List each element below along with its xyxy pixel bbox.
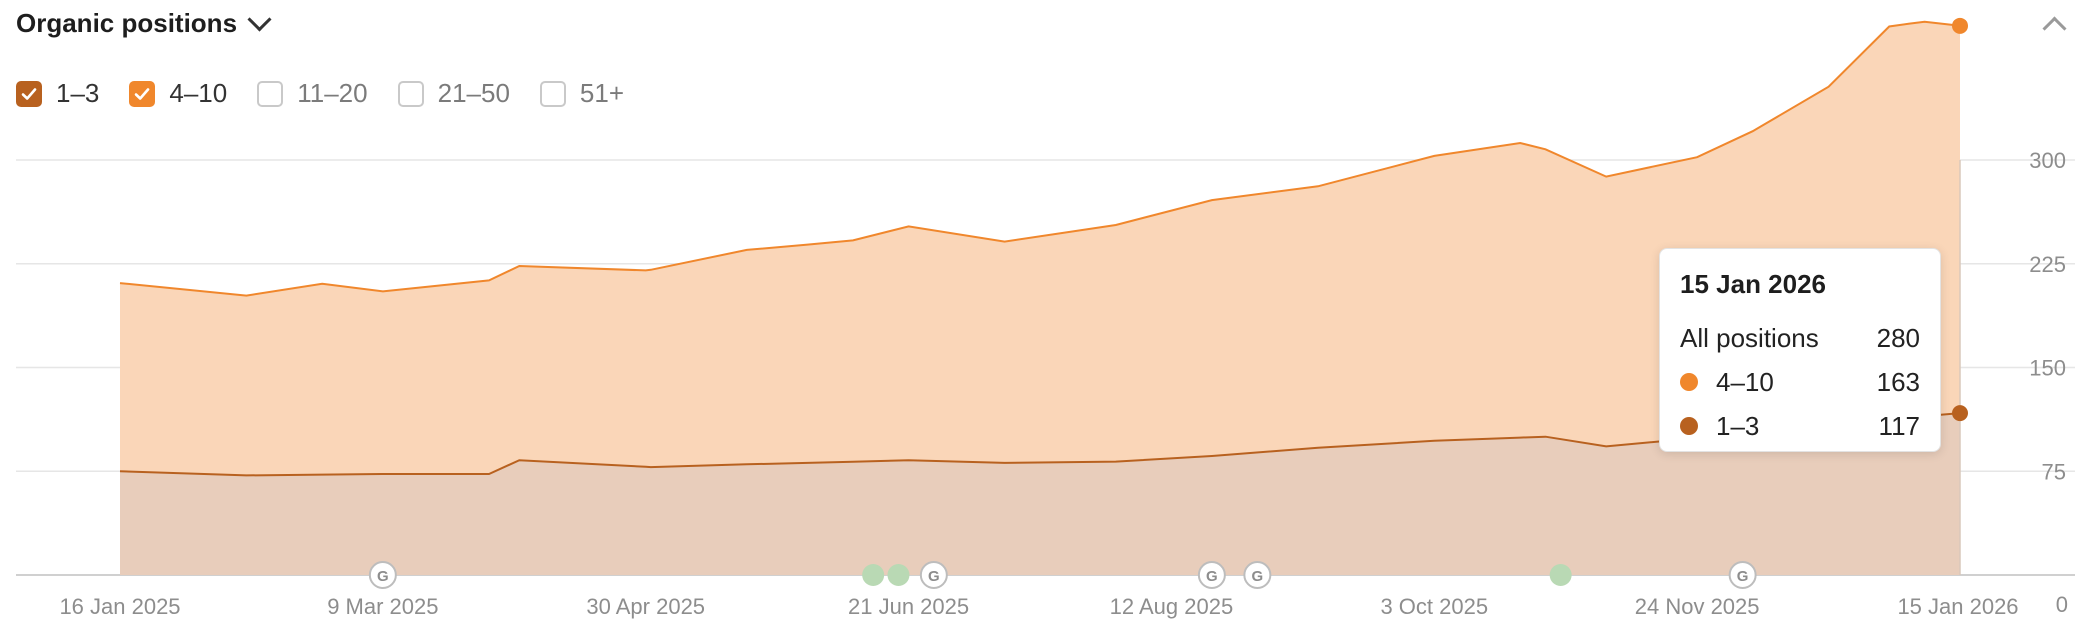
- x-tick-label: 16 Jan 2025: [59, 594, 180, 619]
- event-marker: [1549, 564, 1572, 586]
- hover-point-1-3: [1952, 405, 1968, 422]
- x-tick-label: 30 Apr 2025: [586, 594, 705, 619]
- y-tick-label: 300: [2029, 148, 2066, 173]
- checkbox-4-10[interactable]: [129, 80, 156, 107]
- y-tick-label: 75: [2042, 459, 2066, 484]
- checkbox-11-20[interactable]: [257, 80, 284, 107]
- hover-tooltip: 15 Jan 2026 All positions 280 4–10 163 1…: [1659, 248, 1941, 452]
- filter-label: 21–50: [437, 78, 510, 108]
- x-tick-label: 3 Oct 2025: [1380, 594, 1488, 619]
- filter-51-plus[interactable]: 51+: [539, 78, 625, 109]
- filter-11-20[interactable]: 11–20: [257, 78, 368, 109]
- x-tick-label: 12 Aug 2025: [1110, 594, 1234, 619]
- google-g-icon: [919, 561, 948, 589]
- tooltip-label: 4–10: [1716, 366, 1774, 397]
- tooltip-label: All positions: [1680, 322, 1819, 353]
- y-tick-label: 225: [2029, 252, 2066, 277]
- filter-4-10[interactable]: 4–10: [129, 78, 227, 109]
- tooltip-label: 1–3: [1716, 410, 1760, 441]
- series-line-4-10: [119, 20, 1961, 297]
- tooltip-value: 163: [1876, 366, 1920, 397]
- check-icon: [21, 87, 37, 100]
- section-title: Organic positions: [16, 8, 238, 38]
- filter-label: 51+: [579, 78, 625, 108]
- section-header: Organic positions: [16, 7, 272, 39]
- y-tick-label: 0: [2056, 592, 2068, 617]
- checkbox-1-3[interactable]: [16, 80, 42, 107]
- series-dot-icon: [1680, 417, 1698, 435]
- x-tick-label: 21 Jun 2025: [848, 594, 969, 619]
- google-g-icon-letter: G: [1206, 568, 1218, 585]
- tooltip-value: 117: [1878, 410, 1920, 441]
- google-g-icon: [1243, 561, 1272, 589]
- check-icon: [135, 87, 150, 100]
- tooltip-row-1-3: 1–3 117: [1680, 404, 1920, 448]
- filter-label: 4–10: [169, 78, 228, 108]
- google-g-icon: [1197, 561, 1226, 589]
- google-g-icon-letter: G: [1737, 568, 1749, 585]
- x-tick-label: 15 Jan 2026: [1897, 594, 2018, 619]
- x-tick-label: 9 Mar 2025: [327, 594, 438, 619]
- tooltip-row-4-10: 4–10 163: [1680, 360, 1920, 404]
- checkbox-51-plus[interactable]: [539, 80, 566, 107]
- tooltip-date: 15 Jan 2026: [1680, 269, 1827, 299]
- google-g-icon-letter: G: [377, 568, 389, 585]
- series-area-4-10: [120, 21, 1960, 476]
- tooltip-value: 280: [1876, 322, 1920, 353]
- google-g-icon: [1728, 561, 1757, 589]
- google-g-icon-letter: G: [1252, 568, 1264, 585]
- position-filters: 1–3 4–10 11–20 21–50 51+: [16, 78, 654, 109]
- google-g-icon-letter: G: [928, 568, 940, 585]
- event-marker: [862, 564, 885, 586]
- hover-point-4-10: [1952, 17, 1968, 34]
- checkbox-21-50[interactable]: [397, 80, 424, 107]
- event-marker: [887, 564, 910, 586]
- google-g-icon: [368, 561, 397, 589]
- x-tick-label: 24 Nov 2025: [1635, 594, 1760, 619]
- filter-label: 11–20: [297, 78, 368, 108]
- y-tick-label: 150: [2029, 356, 2066, 381]
- filter-1-3[interactable]: 1–3: [16, 78, 99, 109]
- filter-label: 1–3: [56, 78, 100, 108]
- filter-21-50[interactable]: 21–50: [397, 78, 510, 109]
- series-dot-icon: [1680, 373, 1698, 391]
- series-area-1-3: [120, 413, 1960, 575]
- tooltip-row-all: All positions 280: [1680, 316, 1920, 360]
